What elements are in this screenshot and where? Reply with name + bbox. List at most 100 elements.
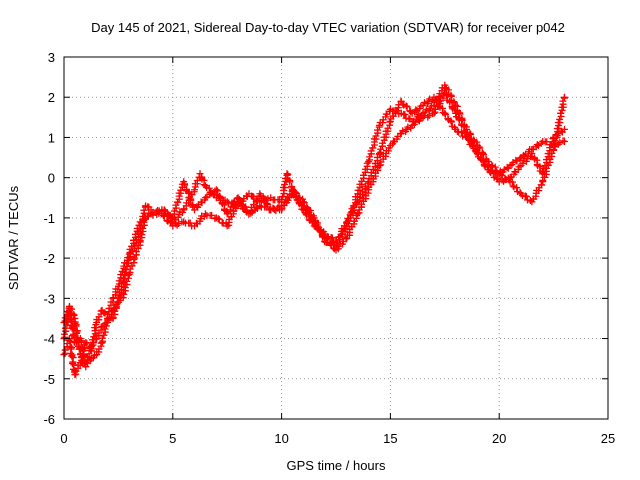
y-tick-label: 0 — [48, 171, 55, 186]
x-tick-label: 20 — [492, 431, 506, 446]
data-point — [119, 294, 127, 302]
data-point — [556, 115, 564, 123]
data-point — [130, 256, 138, 264]
data-point — [560, 93, 568, 101]
data-point — [207, 188, 215, 196]
data-point — [137, 231, 145, 239]
grid-lines — [64, 57, 608, 419]
y-tick-label: 2 — [48, 90, 55, 105]
y-tick-label: 1 — [48, 130, 55, 145]
data-point — [441, 110, 449, 118]
data-point — [452, 109, 460, 117]
data-point — [302, 210, 310, 218]
data-point — [473, 150, 481, 158]
data-point — [286, 178, 294, 186]
data-point — [235, 195, 243, 203]
data-point — [163, 216, 171, 224]
data-point — [516, 155, 524, 163]
data-point — [154, 207, 162, 215]
y-tick-label: -5 — [43, 372, 55, 387]
data-point — [342, 235, 350, 243]
data-point — [560, 137, 568, 145]
chart-title: Day 145 of 2021, Sidereal Day-to-day VTE… — [91, 20, 565, 35]
data-point — [508, 178, 516, 186]
data-point — [343, 218, 351, 226]
data-point — [136, 237, 144, 245]
data-point — [468, 141, 476, 149]
data-point — [303, 211, 311, 219]
y-tick-label: -1 — [43, 211, 55, 226]
data-points — [60, 81, 568, 379]
data-point — [430, 109, 438, 117]
data-point — [264, 200, 272, 208]
data-point — [283, 170, 291, 178]
data-point — [181, 181, 189, 189]
data-point — [397, 97, 405, 105]
data-point — [61, 324, 69, 332]
data-point — [267, 206, 275, 214]
data-point — [112, 301, 120, 309]
data-point — [386, 118, 394, 126]
data-point — [451, 106, 459, 114]
data-point — [472, 148, 480, 156]
y-tick-label: -2 — [43, 251, 55, 266]
data-point — [402, 102, 410, 110]
data-point — [326, 239, 334, 247]
axis-ticks — [63, 56, 609, 420]
data-point — [68, 324, 76, 332]
data-point — [121, 284, 129, 292]
data-point — [298, 205, 306, 213]
y-tick-labels: -6 -5 -4 -3 -2 -1 0 1 2 3 — [43, 50, 55, 427]
data-point — [208, 211, 216, 219]
data-point — [455, 116, 463, 124]
data-point — [187, 196, 195, 204]
data-point — [522, 192, 530, 200]
data-point — [365, 158, 373, 166]
data-point — [73, 329, 81, 337]
data-point — [69, 332, 77, 340]
data-point — [272, 207, 280, 215]
y-tick-label: 3 — [48, 50, 55, 65]
data-point — [309, 219, 317, 227]
data-point — [100, 331, 108, 339]
data-point — [448, 118, 456, 126]
data-point — [98, 334, 106, 342]
data-point — [215, 215, 223, 223]
data-point — [435, 98, 443, 106]
data-point — [236, 196, 244, 204]
data-point — [78, 345, 86, 353]
data-point — [135, 221, 143, 229]
x-tick-label: 25 — [601, 431, 615, 446]
data-point — [102, 319, 110, 327]
data-point — [559, 97, 567, 105]
data-point — [412, 106, 420, 114]
data-point — [506, 174, 514, 182]
data-point — [68, 359, 76, 367]
data-point — [401, 111, 409, 119]
data-point — [186, 219, 194, 227]
data-point — [109, 314, 117, 322]
x-tick-label: 10 — [274, 431, 288, 446]
plot-frame — [63, 56, 609, 420]
data-point — [263, 199, 271, 207]
data-point — [223, 210, 231, 218]
data-point — [310, 222, 318, 230]
data-point — [308, 217, 316, 225]
data-point — [364, 179, 372, 187]
y-tick-label: -6 — [43, 412, 55, 427]
data-point — [465, 136, 473, 144]
data-point — [196, 170, 204, 178]
data-point — [223, 222, 231, 230]
data-point — [205, 184, 213, 192]
x-tick-label: 0 — [60, 431, 67, 446]
data-point — [557, 109, 565, 117]
data-point — [488, 166, 496, 174]
x-tick-labels: 0 5 10 15 20 25 — [60, 431, 615, 446]
data-point — [122, 266, 130, 274]
data-point — [85, 350, 93, 358]
data-point — [465, 135, 473, 143]
data-point — [201, 194, 209, 202]
data-point — [80, 352, 88, 360]
data-point — [166, 218, 174, 226]
data-point — [543, 138, 551, 146]
